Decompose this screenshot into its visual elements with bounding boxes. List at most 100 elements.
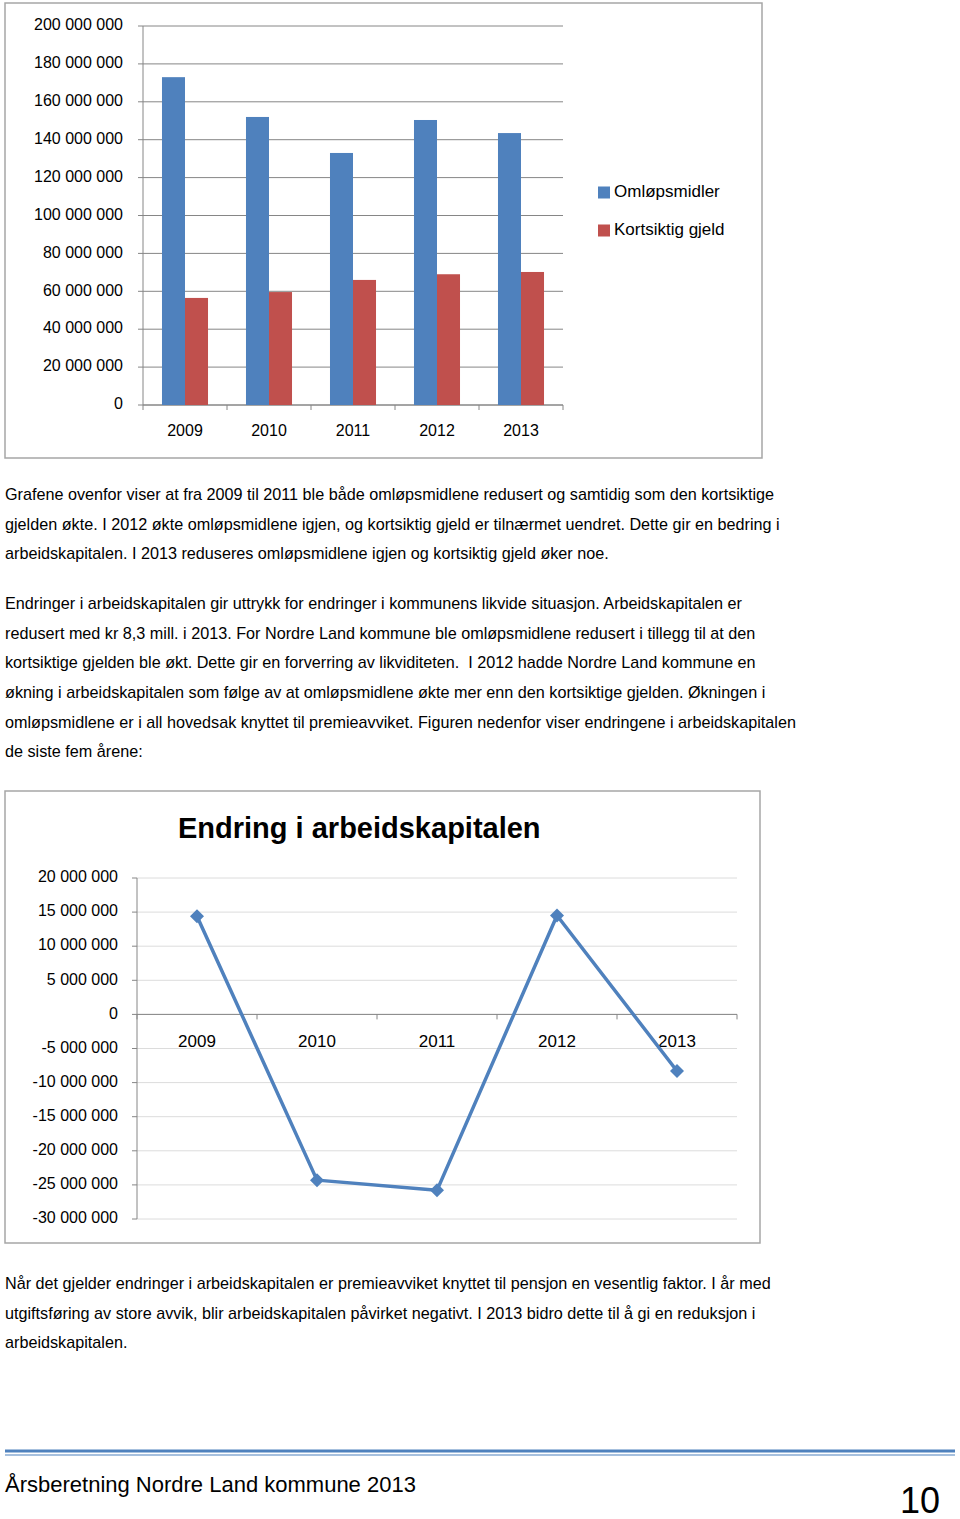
category-label: 2010 [251,422,287,439]
x-tick [497,1014,498,1019]
tick-label: 120 000 000 [34,168,123,185]
x-tick [479,405,480,410]
text-line: Når det gjelder endringer i arbeidskapit… [5,1274,771,1292]
tick-label: 10 000 000 [38,936,118,953]
bar [162,77,185,405]
y-axis [143,26,144,405]
footer-rule [5,1455,955,1456]
category-label: 2012 [419,422,455,439]
tick-mark [132,1048,137,1049]
tick-mark [138,177,143,178]
category-label: 2009 [167,422,203,439]
tick-mark [132,912,137,913]
line-chart: Endring i arbeidskapitalen -30 000 000 -25… [5,791,760,1243]
bars [162,77,544,405]
tick-label: -5 000 000 [41,1039,118,1056]
bar [353,280,376,405]
tick-mark [138,26,143,27]
tick-mark [132,1150,137,1151]
page-number: 10 [900,1480,940,1519]
chart-frame [5,3,762,458]
tick-label: 15 000 000 [38,902,118,919]
tick-label: 200 000 000 [34,16,123,33]
line [197,916,677,1191]
category-label: 2011 [419,1032,456,1051]
x-tick [257,1014,258,1019]
y-axis [137,878,138,1219]
grid-line [137,1082,737,1083]
tick-mark [138,101,143,102]
marker [550,909,564,923]
tick-mark [138,405,143,406]
tick-label: 5 000 000 [47,971,118,988]
legend-label: Kortsiktig gjeld [614,220,725,239]
grid-line [137,946,737,947]
x-tick [227,405,228,410]
tick-label: 0 [114,395,123,412]
tick-mark [132,1014,137,1015]
tick-label: 40 000 000 [43,319,123,336]
tick-label: -25 000 000 [33,1175,119,1192]
tick-mark [138,253,143,254]
text-line: Grafene ovenfor viser at fra 2009 til 20… [5,485,774,503]
tick-mark [132,1082,137,1083]
footer-title: Årsberetning Nordre Land kommune 2013 [5,1472,416,1497]
bar-chart: 020 000 00040 000 00060 000 00080 000 00… [5,3,762,458]
tick-label: 180 000 000 [34,54,123,71]
grid-line [137,878,737,879]
x-tick [377,1014,378,1019]
tick-mark [132,980,137,981]
tick-label: 20 000 000 [43,357,123,374]
bar [498,133,521,405]
tick-label: 20 000 000 [38,868,118,885]
text-line: Endringer i arbeidskapitalen gir uttrykk… [5,594,743,612]
category-label: 2013 [658,1032,696,1051]
tick-label: 140 000 000 [34,130,123,147]
bar [437,274,460,405]
text-line: arbeidskapitalen. [5,1333,127,1351]
grid-line [137,1014,737,1015]
bar [246,117,269,405]
category-label: 2011 [336,422,371,439]
bar [414,120,437,405]
tick-mark [138,329,143,330]
grid-line [143,63,563,64]
x-tick [137,1014,138,1019]
footer: Årsberetning Nordre Land kommune 2013 10 [5,1451,955,1519]
x-tick [143,405,144,410]
grid-line [137,1150,737,1151]
tick-mark [132,1116,137,1117]
text-line: kortsiktige gjelden ble økt. Dette gir e… [5,653,755,671]
bar [185,298,208,405]
category-label: 2009 [178,1032,216,1051]
text-line: redusert med kr 8,3 mill. i 2013. For No… [5,624,755,642]
chart-title: Endring i arbeidskapitalen [178,812,541,844]
text-line: arbeidskapitalen. I 2013 reduseres omløp… [5,544,609,562]
bar [330,153,353,405]
x-axis [137,1014,737,1015]
category-label: 2010 [298,1032,336,1051]
chart-frame [5,791,760,1243]
tick-mark [132,946,137,947]
text-line: utgiftsføring av store avvik, blir arbei… [5,1304,755,1322]
tick-label: 80 000 000 [43,244,123,261]
legend-label: Omløpsmidler [614,182,720,201]
grid-line [137,912,737,913]
text-line: gjelden økte. I 2012 økte omløpsmidlene … [5,515,780,533]
tick-mark [138,367,143,368]
category-label: 2013 [503,422,539,439]
text-line: de siste fem årene: [5,742,143,760]
marker [430,1183,444,1197]
tick-label: 100 000 000 [34,206,123,223]
page: 020 000 00040 000 00060 000 00080 000 00… [0,0,960,1519]
tick-label: -30 000 000 [33,1209,119,1226]
x-tick [311,405,312,410]
tick-label: -15 000 000 [33,1107,119,1124]
tick-mark [132,878,137,879]
x-tick [737,1014,738,1019]
tick-label: 0 [109,1005,118,1022]
lines [190,909,684,1198]
marker [190,909,204,923]
x-tick [563,405,564,410]
legend-swatch [598,187,610,199]
